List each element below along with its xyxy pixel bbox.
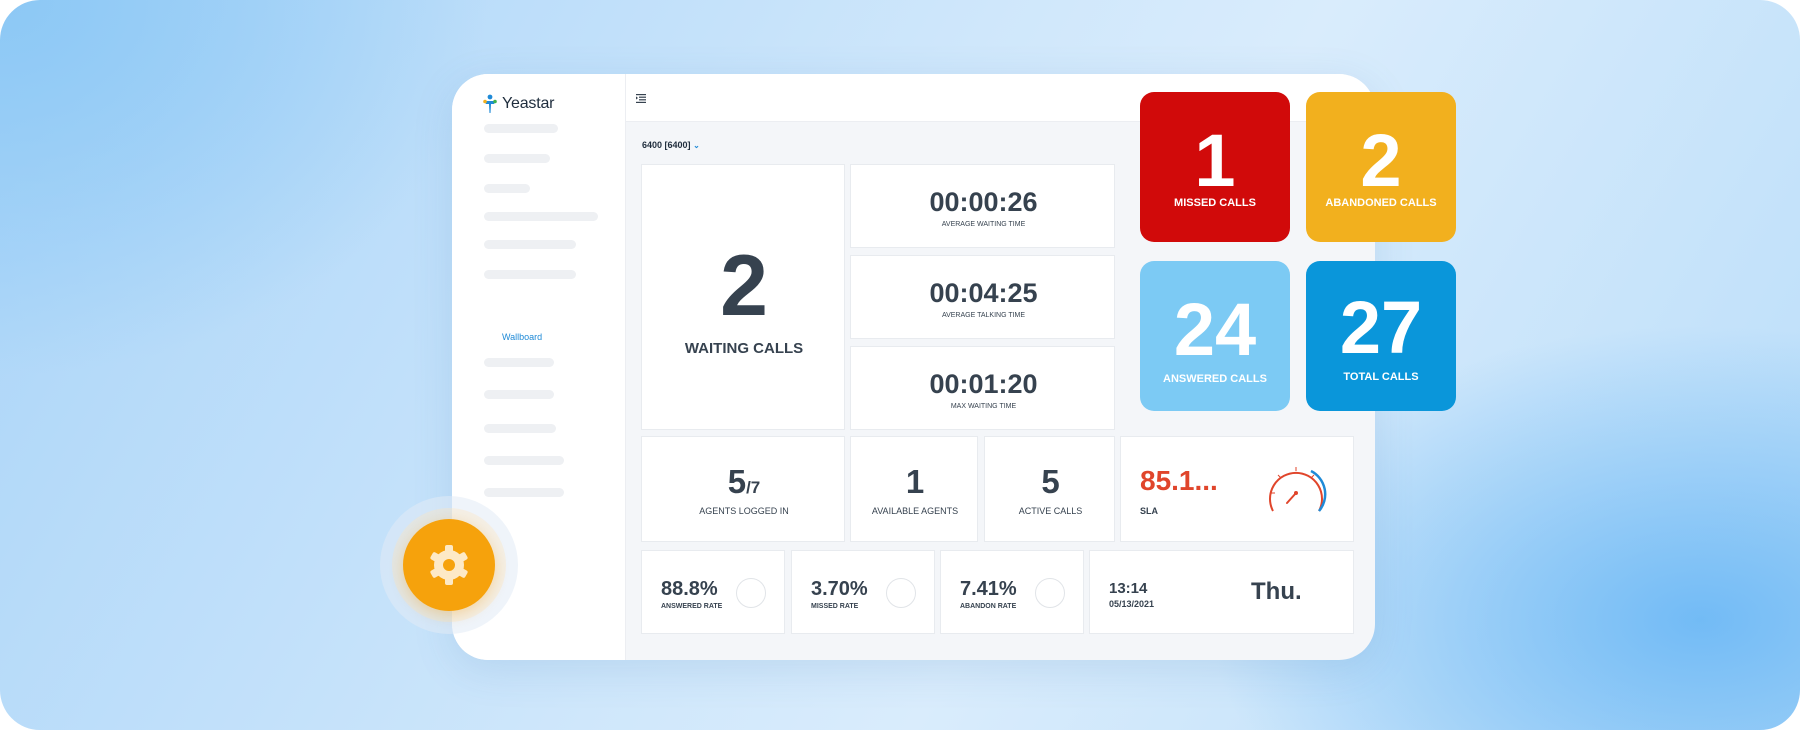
available-agents-value: 1 xyxy=(905,463,925,500)
yeastar-logo-icon xyxy=(483,94,497,113)
nav-item-placeholder[interactable] xyxy=(484,154,550,163)
agents-logged-in-card: 5/7 AGENTS LOGGED IN xyxy=(641,436,845,542)
nav-item-placeholder[interactable] xyxy=(484,184,530,193)
missed-calls-tile: 1 MISSED CALLS xyxy=(1140,92,1290,242)
nav-item-placeholder[interactable] xyxy=(484,212,598,221)
logo-text: Yeastar xyxy=(502,95,555,112)
waiting-calls-card: 2 WAITING CALLS xyxy=(641,164,845,430)
answered-calls-tile: 24 ANSWERED CALLS xyxy=(1140,261,1290,411)
logo: Yeastar xyxy=(482,94,554,114)
missed-calls-label: MISSED CALLS xyxy=(1174,197,1256,209)
abandon-rate-label: ABANDON RATE xyxy=(960,603,1017,610)
active-calls-card: 5 ACTIVE CALLS xyxy=(984,436,1115,542)
sla-label: SLA xyxy=(1140,506,1158,516)
clock-time: 13:14 xyxy=(1109,580,1148,597)
avg-talking-time-value: 00:04:25 xyxy=(929,278,1038,308)
answered-rate-card: 88.8% ANSWERED RATE xyxy=(641,550,785,634)
avg-waiting-time-label: AVERAGE WAITING TIME xyxy=(941,221,1026,228)
max-waiting-time-label: MAX WAITING TIME xyxy=(950,403,1017,410)
abandon-rate-ring xyxy=(1035,578,1065,608)
missed-rate-value: 3.70% xyxy=(811,578,868,600)
queue-select-value: 6400 [6400] xyxy=(642,140,691,150)
gear-icon xyxy=(430,545,468,585)
available-agents-card: 1 AVAILABLE AGENTS xyxy=(850,436,978,542)
answered-rate-label: ANSWERED RATE xyxy=(661,603,723,610)
menu-collapse-icon[interactable] xyxy=(636,94,646,103)
max-waiting-time-card: 00:01:20 MAX WAITING TIME xyxy=(850,346,1115,430)
avg-waiting-time-card: 00:00:26 AVERAGE WAITING TIME xyxy=(850,164,1115,248)
sla-value: 85.1... xyxy=(1140,465,1218,496)
sla-gauge-icon xyxy=(1269,467,1327,512)
avg-talking-time-card: 00:04:25 AVERAGE TALKING TIME xyxy=(850,255,1115,339)
clock-day: Thu. xyxy=(1251,578,1302,605)
nav-item-placeholder[interactable] xyxy=(484,424,556,433)
answered-calls-value: 24 xyxy=(1173,288,1257,371)
agents-total: /7 xyxy=(746,478,761,497)
clock-card: 13:14 05/13/2021 Thu. xyxy=(1089,550,1354,634)
abandon-rate-card: 7.41% ABANDON RATE xyxy=(940,550,1084,634)
nav-item-placeholder[interactable] xyxy=(484,240,576,249)
queue-select[interactable]: 6400 [6400] ⌄ xyxy=(642,140,700,150)
missed-rate-card: 3.70% MISSED RATE xyxy=(791,550,935,634)
abandoned-calls-label: ABANDONED CALLS xyxy=(1325,197,1437,209)
answered-calls-label: ANSWERED CALLS xyxy=(1163,373,1267,385)
missed-rate-ring xyxy=(886,578,916,608)
agents-logged-in-value: 5/7 xyxy=(642,463,846,501)
agents-logged-in-label: AGENTS LOGGED IN xyxy=(699,506,789,516)
nav-item-placeholder[interactable] xyxy=(484,358,554,367)
chevron-down-icon: ⌄ xyxy=(693,141,700,150)
abandoned-calls-tile: 2 ABANDONED CALLS xyxy=(1306,92,1456,242)
sla-card: 85.1... SLA xyxy=(1120,436,1354,542)
sidebar-item-wallboard[interactable]: Wallboard xyxy=(502,332,543,342)
nav-item-placeholder[interactable] xyxy=(484,390,554,399)
clock-date: 05/13/2021 xyxy=(1109,599,1155,609)
avg-waiting-time-value: 00:00:26 xyxy=(929,187,1038,217)
agents-logged-in-count: 5 xyxy=(727,463,747,500)
nav-item-placeholder[interactable] xyxy=(484,456,564,465)
total-calls-label: TOTAL CALLS xyxy=(1343,371,1419,383)
waiting-calls-value: 2 xyxy=(720,238,768,334)
max-waiting-time-value: 00:01:20 xyxy=(929,369,1038,399)
total-calls-value: 27 xyxy=(1339,286,1423,369)
nav-item-placeholder[interactable] xyxy=(484,270,576,279)
active-calls-value: 5 xyxy=(1041,463,1060,500)
active-calls-label: ACTIVE CALLS xyxy=(1018,506,1083,516)
abandoned-calls-value: 2 xyxy=(1360,119,1402,202)
missed-calls-value: 1 xyxy=(1194,119,1236,202)
available-agents-label: AVAILABLE AGENTS xyxy=(871,506,959,516)
total-calls-tile: 27 TOTAL CALLS xyxy=(1306,261,1456,411)
nav-item-placeholder[interactable] xyxy=(484,488,564,497)
answered-rate-value: 88.8% xyxy=(661,578,718,600)
answered-rate-ring xyxy=(736,578,766,608)
waiting-calls-label: WAITING CALLS xyxy=(684,340,804,357)
abandon-rate-value: 7.41% xyxy=(960,578,1017,600)
missed-rate-label: MISSED RATE xyxy=(811,603,859,610)
nav-item-placeholder[interactable] xyxy=(484,124,558,133)
avg-talking-time-label: AVERAGE TALKING TIME xyxy=(941,312,1026,319)
settings-button[interactable] xyxy=(403,519,495,611)
